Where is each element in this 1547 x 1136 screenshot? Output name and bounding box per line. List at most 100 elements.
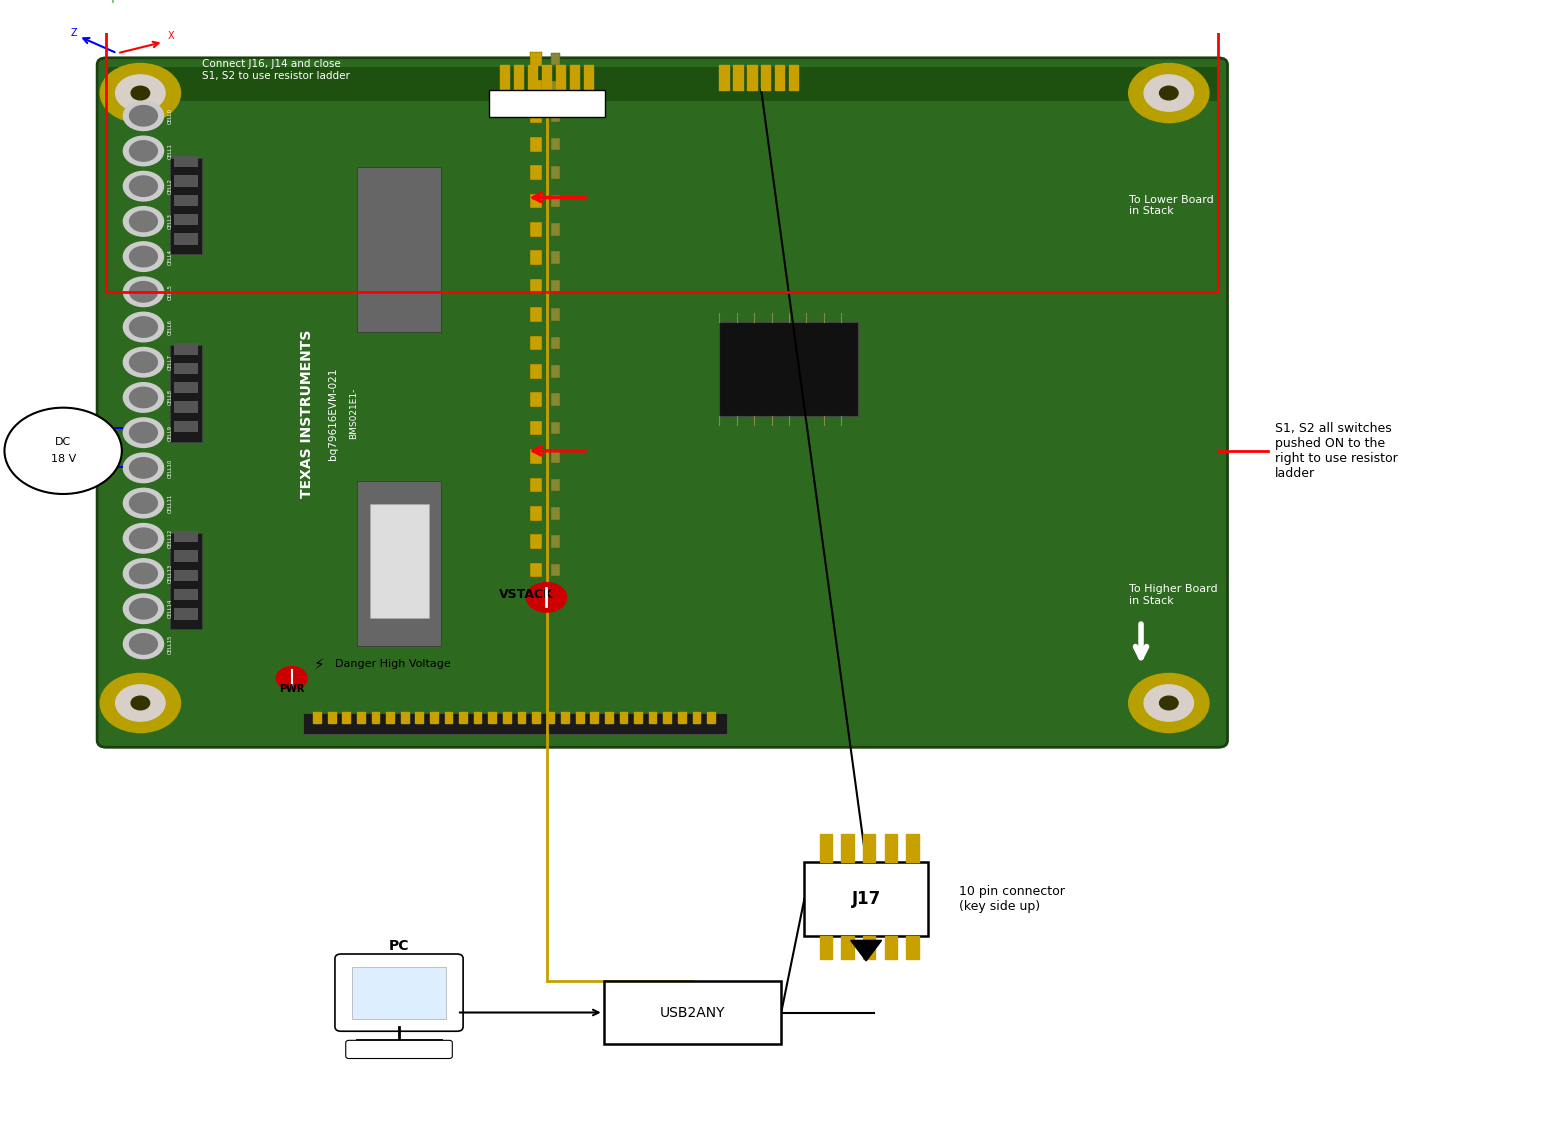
Bar <box>551 336 560 349</box>
Bar <box>351 967 446 1019</box>
Bar <box>175 362 198 374</box>
Circle shape <box>130 563 158 584</box>
Text: S1, S2 all switches
pushed ON to the
right to use resistor
ladder: S1, S2 all switches pushed ON to the rig… <box>1275 421 1398 479</box>
Bar <box>529 51 541 66</box>
Bar <box>551 592 560 604</box>
Circle shape <box>1160 696 1179 710</box>
Text: Connect J16, J14 and close
S1, S2 to use resistor ladder: Connect J16, J14 and close S1, S2 to use… <box>203 59 350 81</box>
Circle shape <box>130 387 158 408</box>
Bar <box>175 588 198 600</box>
Bar <box>444 712 452 724</box>
Bar <box>107 0 1217 292</box>
FancyBboxPatch shape <box>336 954 463 1031</box>
Text: Z: Z <box>71 28 77 39</box>
Circle shape <box>130 247 158 267</box>
Bar <box>885 834 897 862</box>
Circle shape <box>124 172 164 201</box>
Circle shape <box>1129 64 1208 123</box>
Bar <box>842 834 854 862</box>
Bar <box>551 507 560 519</box>
Circle shape <box>277 667 308 690</box>
Bar <box>885 936 897 959</box>
Bar <box>529 534 541 549</box>
Text: TEXAS INSTRUMENTS: TEXAS INSTRUMENTS <box>300 329 314 498</box>
Bar <box>175 569 198 580</box>
Bar <box>551 478 560 491</box>
Bar <box>430 712 438 724</box>
Text: 10 pin connector
(key side up): 10 pin connector (key side up) <box>959 885 1064 913</box>
Bar <box>514 65 523 90</box>
Bar <box>664 712 671 724</box>
Circle shape <box>526 583 566 612</box>
Bar <box>532 712 540 724</box>
Text: bq79616EVM-021: bq79616EVM-021 <box>328 367 339 460</box>
Circle shape <box>116 75 166 111</box>
Circle shape <box>131 696 150 710</box>
Bar <box>551 393 560 406</box>
Bar <box>529 364 541 378</box>
Bar <box>500 65 509 90</box>
Bar <box>541 65 551 90</box>
Circle shape <box>124 242 164 272</box>
Bar <box>820 936 832 959</box>
Bar <box>357 712 365 724</box>
Bar <box>328 712 336 724</box>
Bar <box>170 533 203 629</box>
FancyBboxPatch shape <box>603 982 781 1044</box>
Circle shape <box>130 282 158 302</box>
Circle shape <box>130 176 158 197</box>
Bar <box>562 712 569 724</box>
Bar <box>551 251 560 264</box>
Bar <box>529 136 541 151</box>
Circle shape <box>101 64 181 123</box>
Bar <box>634 712 642 724</box>
Bar <box>416 712 424 724</box>
Bar <box>551 81 560 93</box>
Text: To Higher Board
in Stack: To Higher Board in Stack <box>1129 584 1217 605</box>
Circle shape <box>124 348 164 377</box>
Bar <box>551 52 560 65</box>
Bar <box>371 712 379 724</box>
Bar <box>719 323 859 416</box>
Bar <box>551 223 560 235</box>
Circle shape <box>130 458 158 478</box>
Circle shape <box>130 141 158 161</box>
Bar <box>761 65 770 90</box>
Circle shape <box>124 383 164 412</box>
Circle shape <box>1145 75 1194 111</box>
Bar <box>678 712 685 724</box>
Circle shape <box>124 629 164 659</box>
Bar <box>518 712 526 724</box>
Text: USB2ANY: USB2ANY <box>659 1005 726 1019</box>
Text: VSTACK: VSTACK <box>500 587 554 601</box>
Text: Y: Y <box>110 0 116 6</box>
Bar <box>555 65 565 90</box>
Bar <box>529 193 541 208</box>
Bar <box>175 156 198 167</box>
Bar <box>387 712 394 724</box>
Bar <box>529 80 541 94</box>
Circle shape <box>124 207 164 236</box>
Bar <box>529 335 541 350</box>
Bar <box>529 278 541 293</box>
Bar <box>733 65 743 90</box>
Circle shape <box>130 211 158 232</box>
Circle shape <box>130 599 158 619</box>
Text: CELL11: CELL11 <box>169 493 173 512</box>
Circle shape <box>130 317 158 337</box>
Bar <box>907 834 919 862</box>
Text: CELL8: CELL8 <box>169 390 173 406</box>
Bar <box>529 222 541 236</box>
Bar <box>529 165 541 179</box>
Circle shape <box>124 277 164 307</box>
Bar <box>569 65 579 90</box>
Text: J17: J17 <box>851 889 880 908</box>
Bar <box>775 65 784 90</box>
Bar <box>175 531 198 542</box>
Circle shape <box>124 136 164 166</box>
Text: CELL6: CELL6 <box>169 319 173 335</box>
Bar <box>342 712 350 724</box>
Bar <box>529 307 541 321</box>
Text: CELL2: CELL2 <box>169 178 173 194</box>
Bar <box>370 504 429 618</box>
